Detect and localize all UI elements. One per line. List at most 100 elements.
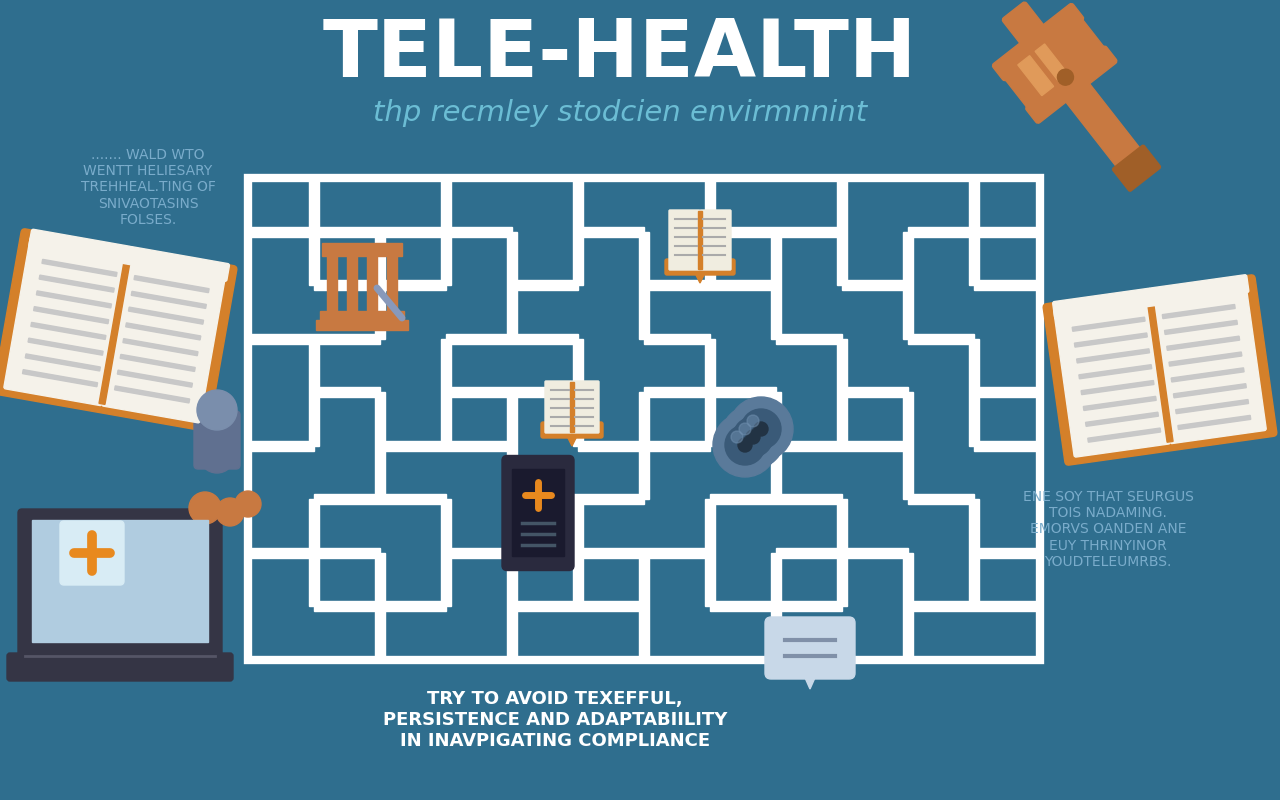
Bar (974, 280, 1039, 290)
Bar (367, 256, 378, 311)
Circle shape (236, 491, 261, 517)
Circle shape (733, 417, 773, 457)
Bar (118, 370, 192, 387)
Bar (771, 231, 781, 338)
Bar (442, 338, 451, 446)
Bar (974, 387, 1039, 398)
Bar (902, 231, 913, 338)
Bar (512, 494, 644, 504)
FancyBboxPatch shape (572, 381, 599, 433)
Bar (837, 338, 847, 446)
Bar (375, 231, 385, 338)
Circle shape (739, 438, 753, 452)
Bar (710, 602, 842, 611)
Text: ....... WALD WTO
WENTT HELIESARY
TREHHEAL.TING OF
SNIVAOTASINS
FOLSES.: ....... WALD WTO WENTT HELIESARY TREHHEA… (81, 148, 215, 227)
Polygon shape (566, 434, 579, 446)
Bar (1178, 415, 1251, 430)
Bar (1082, 381, 1155, 394)
Bar (132, 291, 206, 309)
Circle shape (713, 413, 777, 477)
Text: TELE-HEALTH: TELE-HEALTH (323, 16, 918, 94)
Bar (445, 334, 579, 344)
Bar (507, 231, 517, 338)
FancyBboxPatch shape (541, 422, 603, 438)
FancyBboxPatch shape (1053, 297, 1170, 457)
Text: TRY TO AVOID TEXEFFUL,
PERSISTENCE AND ADAPTABIILITY
IN INAVPIGATING COMPLIANCE: TRY TO AVOID TEXEFFUL, PERSISTENCE AND A… (383, 690, 727, 750)
FancyBboxPatch shape (127, 246, 229, 282)
Bar (125, 323, 201, 340)
Polygon shape (803, 671, 818, 689)
Bar (1165, 320, 1238, 334)
Bar (123, 338, 198, 356)
Bar (974, 441, 1039, 450)
Bar (1085, 412, 1158, 426)
Bar (776, 441, 908, 450)
Text: thp recmley stodcien envirmnnint: thp recmley stodcien envirmnnint (372, 99, 867, 127)
FancyBboxPatch shape (1043, 275, 1277, 465)
Bar (308, 178, 319, 285)
Bar (308, 338, 319, 446)
Bar (837, 178, 847, 285)
Bar (776, 548, 908, 558)
Bar (1018, 56, 1053, 96)
Bar (1088, 428, 1161, 442)
Bar (974, 548, 1039, 558)
Bar (314, 494, 445, 504)
Bar (842, 280, 908, 290)
Bar (442, 499, 451, 606)
Bar (40, 275, 114, 292)
Bar (248, 441, 314, 450)
Bar (28, 338, 104, 355)
Bar (316, 320, 408, 330)
Bar (326, 256, 337, 311)
Bar (579, 226, 644, 237)
Bar (375, 553, 385, 660)
Bar (314, 387, 380, 398)
Bar (42, 259, 116, 277)
Bar (1162, 305, 1235, 318)
Bar (445, 387, 579, 398)
FancyBboxPatch shape (1052, 288, 1153, 319)
Bar (512, 602, 644, 611)
Bar (969, 338, 979, 446)
Bar (710, 226, 842, 237)
Circle shape (1057, 69, 1074, 85)
Bar (705, 178, 716, 285)
Bar (639, 392, 649, 499)
FancyBboxPatch shape (765, 617, 855, 679)
Bar (908, 602, 1039, 611)
Bar (347, 256, 357, 311)
Circle shape (721, 405, 785, 469)
Bar (115, 386, 189, 403)
Bar (573, 178, 582, 285)
FancyBboxPatch shape (1112, 145, 1161, 191)
Bar (128, 307, 204, 324)
Bar (26, 354, 100, 371)
Bar (644, 280, 776, 290)
Bar (908, 494, 974, 504)
Polygon shape (694, 271, 707, 283)
Bar (1147, 298, 1172, 442)
Circle shape (748, 415, 759, 427)
Bar (579, 441, 710, 450)
FancyBboxPatch shape (1000, 12, 1107, 111)
Bar (705, 338, 716, 446)
Bar (308, 499, 319, 606)
Bar (902, 392, 913, 499)
Bar (23, 370, 97, 386)
Bar (314, 280, 445, 290)
Bar (314, 602, 445, 611)
Bar (248, 178, 1039, 660)
Bar (120, 354, 196, 371)
FancyBboxPatch shape (6, 653, 233, 681)
Bar (375, 392, 385, 499)
Bar (1169, 352, 1242, 366)
Bar (1079, 365, 1152, 378)
Polygon shape (323, 243, 402, 256)
FancyBboxPatch shape (1025, 46, 1117, 123)
Circle shape (731, 431, 742, 443)
Bar (248, 334, 380, 344)
Bar (134, 276, 209, 293)
Bar (1175, 399, 1248, 414)
Bar (771, 392, 781, 499)
